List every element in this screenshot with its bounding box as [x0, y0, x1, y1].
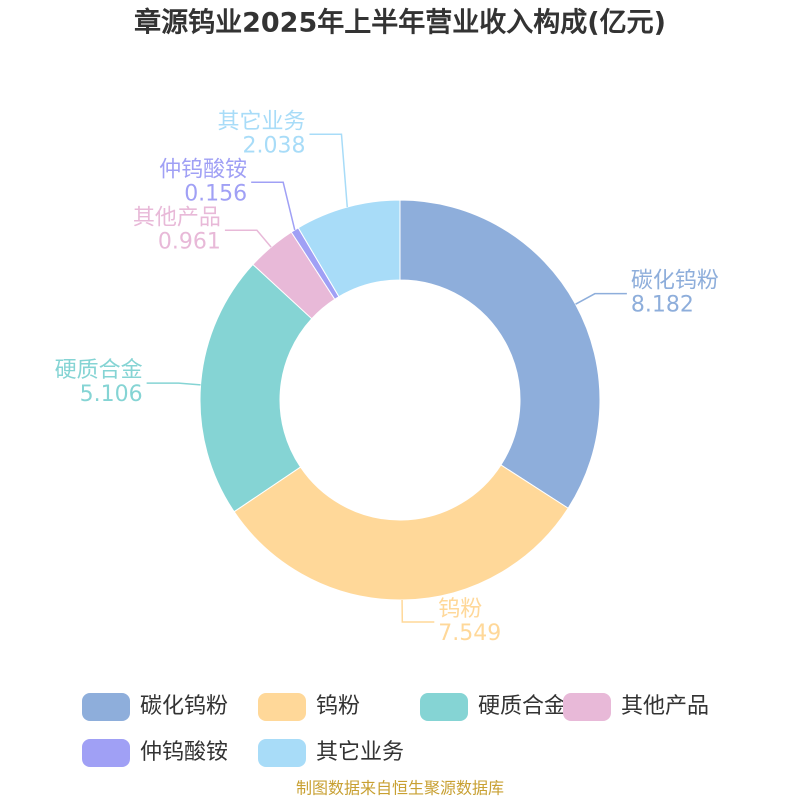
slice-label: 其它业务 — [217, 109, 305, 134]
slice-value: 7.549 — [438, 621, 501, 646]
legend-label: 仲钨酸铵 — [140, 740, 228, 765]
slice-label: 碳化钨粉 — [631, 269, 719, 294]
slice-value: 0.961 — [158, 229, 221, 254]
slice-value: 2.038 — [242, 133, 305, 158]
legend-label: 其他产品 — [621, 694, 709, 719]
donut-slice — [297, 199, 401, 298]
leader-line — [401, 599, 435, 623]
slice-label: 钨粉 — [438, 597, 482, 622]
donut-slice — [199, 263, 313, 513]
legend-swatch — [82, 693, 130, 721]
leader-line — [251, 181, 296, 231]
slice-label: 其他产品 — [133, 205, 221, 230]
legend-swatch — [82, 739, 130, 767]
donut-slice — [399, 199, 601, 509]
legend-swatch — [420, 693, 468, 721]
leader-line — [575, 292, 627, 305]
leader-line — [309, 133, 349, 208]
legend-swatch — [563, 693, 611, 721]
leader-line — [224, 229, 272, 248]
slice-value: 0.156 — [184, 181, 247, 206]
chart-title: 章源钨业2025年上半年营业收入构成(亿元) — [134, 7, 666, 39]
slice-label: 仲钨酸铵 — [159, 157, 247, 182]
legend-label: 钨粉 — [316, 694, 360, 719]
legend-label: 硬质合金 — [478, 694, 566, 719]
legend-swatch — [258, 739, 306, 767]
slice-label: 硬质合金 — [55, 358, 143, 383]
legend-label: 碳化钨粉 — [140, 694, 228, 719]
slice-value: 8.182 — [631, 293, 694, 318]
source-note: 制图数据来自恒生聚源数据库 — [296, 779, 504, 798]
legend-swatch — [258, 693, 306, 721]
donut-slice — [233, 464, 569, 601]
legend-label: 其它业务 — [316, 740, 404, 765]
leader-line — [146, 382, 201, 386]
slice-value: 5.106 — [80, 382, 143, 407]
